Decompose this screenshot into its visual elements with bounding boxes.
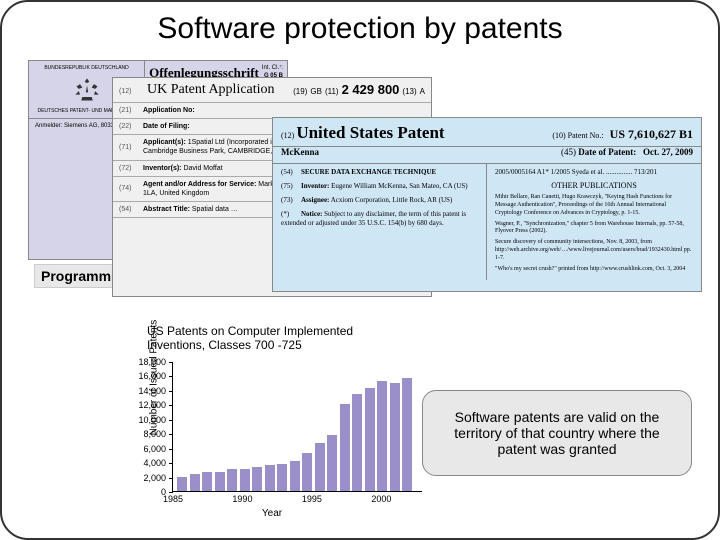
chart-bar bbox=[265, 465, 275, 491]
chart-ytick bbox=[169, 420, 173, 421]
chart-ytick-label: 10,000 bbox=[138, 415, 166, 425]
chart-bar bbox=[390, 383, 400, 491]
us-heading: United States Patent bbox=[296, 123, 444, 142]
chart-ytick bbox=[169, 376, 173, 377]
patents-chart: US Patents on Computer ImplementedInvent… bbox=[102, 324, 442, 519]
uk-num11: (11) bbox=[325, 87, 339, 97]
chart-ytick bbox=[169, 391, 173, 392]
de-country: BUNDESREPUBLIK DEUTSCHLAND bbox=[33, 65, 140, 72]
chart-ytick bbox=[169, 463, 173, 464]
chart-xtick-label: 2000 bbox=[371, 494, 391, 504]
chart-xtick-label: 1985 bbox=[163, 494, 183, 504]
us-field: (75)Inventor: Eugene William McKenna, Sa… bbox=[281, 182, 478, 191]
us-patno-label: Patent No.: bbox=[568, 131, 604, 140]
chart-bar bbox=[215, 472, 225, 491]
chart-bar bbox=[327, 435, 337, 491]
chart-ytick bbox=[169, 405, 173, 406]
chart-ytick bbox=[169, 478, 173, 479]
chart-ytick-label: 14,000 bbox=[138, 386, 166, 396]
chart-bar bbox=[177, 477, 187, 491]
chart-bar bbox=[302, 453, 312, 491]
chart-ytick bbox=[169, 492, 173, 493]
slide-container: Software protection by patents BUNDESREP… bbox=[0, 0, 720, 540]
chart-bar bbox=[202, 472, 212, 492]
chart-bar bbox=[290, 461, 300, 491]
us-field: (73)Assignee: Acxiom Corporation, Little… bbox=[281, 196, 478, 205]
us-patno: US 7,610,627 B1 bbox=[610, 127, 693, 141]
chart-bar bbox=[252, 467, 262, 491]
chart-bar bbox=[190, 474, 200, 491]
uk-num19: (19) bbox=[293, 87, 307, 97]
chart-bar bbox=[315, 443, 325, 491]
chart-title: US Patents on Computer ImplementedInvent… bbox=[147, 324, 353, 352]
us-left-col: (54)SECURE DATA EXCHANGE TECHNIQUE (75)In… bbox=[273, 164, 487, 281]
chart-ytick-label: 16,000 bbox=[138, 371, 166, 381]
chart-ytick-label: 2,000 bbox=[143, 473, 166, 483]
chart-ytick-label: 18,000 bbox=[138, 357, 166, 367]
us-num12: (12) bbox=[281, 131, 294, 140]
chart-ytick-label: 6,000 bbox=[143, 444, 166, 454]
chart-bar bbox=[277, 464, 287, 491]
chart-xtick-label: 1995 bbox=[302, 494, 322, 504]
uk-gb: GB bbox=[310, 87, 322, 97]
us-num45: (45) bbox=[561, 147, 576, 157]
uk-heading: UK Patent Application bbox=[147, 81, 275, 99]
chart-ytick-label: 12,000 bbox=[138, 400, 166, 410]
uk-num12: (12) bbox=[119, 87, 143, 96]
uk-num13: (13) bbox=[402, 87, 416, 97]
chart-ytick bbox=[169, 434, 173, 435]
chart-bar bbox=[352, 394, 362, 492]
us-date-label: Date of Patent: bbox=[578, 147, 636, 157]
chart-ytick bbox=[169, 362, 173, 363]
chart-plot-area: 02,0004,0006,0008,00010,00012,00014,0001… bbox=[172, 362, 422, 492]
chart-bar bbox=[227, 469, 237, 491]
chart-bar bbox=[240, 469, 250, 491]
us-applicant: McKenna bbox=[281, 147, 319, 159]
chart-ytick bbox=[169, 449, 173, 450]
de-applicant-label: Anmelder: bbox=[35, 123, 62, 129]
us-field: (54)SECURE DATA EXCHANGE TECHNIQUE bbox=[281, 168, 478, 177]
callout-box: Software patents are valid on the territ… bbox=[422, 390, 692, 476]
de-class-label: Int. Cl.⁷: bbox=[262, 65, 283, 71]
eagle-icon bbox=[73, 76, 101, 104]
us-right-col: 2005/0005164 A1* 1/2005 Syeda et al. ...… bbox=[487, 164, 701, 281]
programming-label: Programmi bbox=[34, 264, 122, 288]
uk-kind: A bbox=[420, 87, 425, 97]
chart-bar bbox=[365, 388, 375, 491]
chart-x-label: Year bbox=[102, 508, 442, 519]
chart-xtick-label: 1990 bbox=[232, 494, 252, 504]
us-date: Oct. 27, 2009 bbox=[643, 147, 693, 157]
patent-doc-us: (12) United States Patent (10) Patent No… bbox=[272, 117, 702, 292]
uk-pubnum: 2 429 800 bbox=[342, 82, 400, 99]
chart-bar bbox=[340, 404, 350, 491]
chart-ytick-label: 8,000 bbox=[143, 429, 166, 439]
us-num10: (10) bbox=[552, 131, 565, 140]
us-field: (*)Notice: Subject to any disclaimer, th… bbox=[281, 210, 478, 228]
chart-bar bbox=[377, 381, 387, 492]
chart-ytick-label: 4,000 bbox=[143, 458, 166, 468]
slide-title: Software protection by patents bbox=[2, 12, 718, 46]
chart-bar bbox=[402, 378, 412, 491]
